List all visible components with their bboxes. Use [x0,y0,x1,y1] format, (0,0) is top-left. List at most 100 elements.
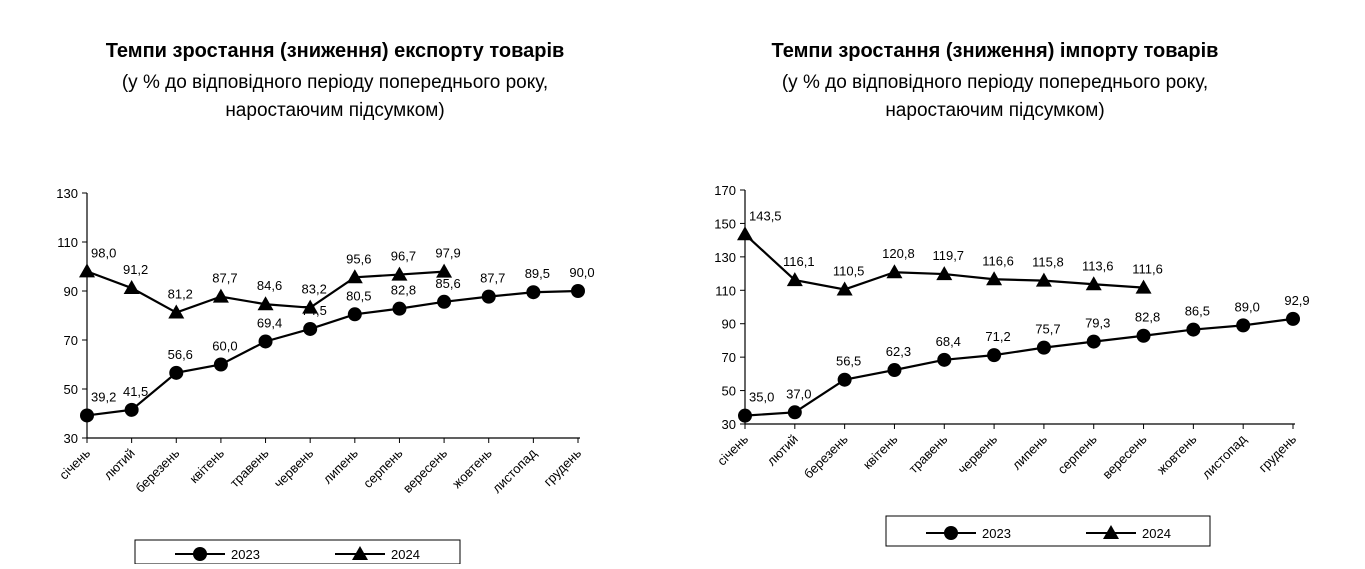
chart-subtitle: (у % до відповідного періоду попередньог… [122,72,548,93]
chart-title: Темпи зростання (зниження) експорту това… [106,40,565,62]
data-label: 110,5 [833,263,865,278]
x-tick-label: червень [955,431,1001,477]
data-point [1136,328,1151,343]
data-label: 86,5 [1185,304,1210,319]
y-tick-label: 110 [57,235,78,250]
data-label: 96,7 [391,249,416,264]
chart-title: Темпи зростання (зниження) імпорту товар… [772,40,1219,62]
data-label: 97,9 [435,246,460,261]
series-line [744,317,1294,417]
y-tick-label: 90 [64,284,78,299]
y-tick-label: 150 [714,216,736,231]
data-point [526,285,541,300]
data-label: 98,0 [91,245,116,260]
data-label: 116,6 [982,253,1014,268]
x-tick-label: липень [320,445,361,486]
x-tick-label: серпень [1054,431,1100,477]
data-point [1186,322,1201,337]
data-label: 120,8 [882,246,915,261]
data-point [987,348,1002,363]
data-label: 90,0 [569,265,594,280]
data-point [168,304,185,319]
data-point [169,365,184,380]
y-tick-label: 130 [714,250,736,265]
data-label: 83,2 [302,282,327,297]
y-tick-label: 110 [715,283,736,298]
x-tick-label: серпень [360,445,406,491]
data-point [257,296,274,311]
legend-marker [944,526,958,540]
y-tick-label: 50 [64,382,78,397]
data-point [347,307,362,322]
data-label: 95,6 [346,251,371,266]
data-point [302,299,319,314]
x-tick-label: квітень [186,445,227,486]
chart-subtitle: наростаючим підсумком) [225,100,444,121]
legend-label: 2024 [391,547,420,562]
x-tick-label: жовтень [449,445,495,491]
x-tick-label: січень [714,431,751,468]
data-label: 71,2 [985,329,1010,344]
data-point [392,301,407,316]
data-label: 116,1 [783,254,815,269]
data-point [436,263,453,278]
y-tick-label: 70 [64,333,78,348]
data-point [1286,311,1300,326]
data-point [303,321,318,336]
data-label: 119,7 [932,248,964,263]
x-tick-label: жовтень [1154,431,1200,477]
data-label: 85,6 [435,276,460,291]
chart-subtitle: наростаючим підсумком) [885,100,1104,121]
y-tick-label: 170 [714,183,736,198]
legend-marker [352,546,368,560]
data-point [786,272,803,287]
data-point [986,271,1003,286]
data-label: 75,7 [1035,322,1060,337]
legend-label: 2023 [982,526,1011,541]
data-point [481,289,496,304]
y-tick-label: 90 [722,317,736,332]
data-label: 80,5 [346,288,371,303]
x-tick-label: червень [271,445,317,491]
legend-marker [193,547,207,561]
data-point [1135,279,1152,294]
data-point [437,294,452,309]
data-point [836,281,853,296]
y-tick-label: 50 [722,384,736,399]
x-tick-label: травень [906,431,951,476]
data-label: 60,0 [212,339,237,354]
data-label: 56,5 [836,354,861,369]
x-tick-label: вересень [1099,431,1149,481]
data-point [212,288,229,303]
data-point [1036,340,1051,355]
data-point [936,266,953,281]
data-point [937,352,952,367]
x-tick-label: квітень [860,431,901,472]
y-tick-label: 130 [56,186,78,201]
data-point [80,408,94,423]
data-point [737,226,753,241]
data-label: 143,5 [749,208,782,223]
legend-box [134,539,461,565]
data-label: 89,0 [1235,299,1260,314]
data-point [1035,272,1052,287]
data-point [1236,318,1251,333]
data-label: 37,0 [786,386,811,401]
data-label: 87,7 [212,271,237,286]
x-tick-label: вересень [400,445,450,495]
data-label: 115,8 [1032,255,1064,270]
data-label: 92,9 [1284,293,1309,308]
data-label: 82,8 [391,283,416,298]
x-tick-label: лютий [764,432,801,469]
data-label: 62,3 [886,344,911,359]
data-point [1086,334,1101,349]
x-tick-label: грудень [1256,431,1300,475]
legend-marker [1103,525,1119,539]
x-tick-label: січень [56,445,93,482]
legend-box [885,515,1211,547]
data-point [346,269,363,284]
data-point [886,264,903,279]
y-tick-label: 30 [64,431,78,446]
data-label: 56,6 [168,347,193,362]
